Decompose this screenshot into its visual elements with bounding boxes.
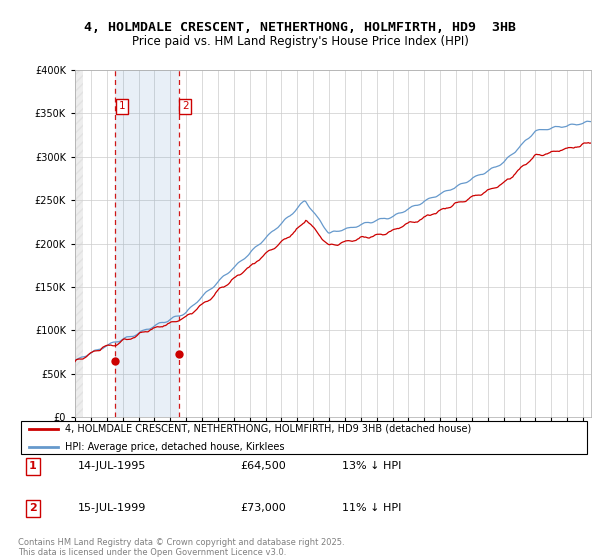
Text: 4, HOLMDALE CRESCENT, NETHERTHONG, HOLMFIRTH, HD9  3HB: 4, HOLMDALE CRESCENT, NETHERTHONG, HOLMF…: [84, 21, 516, 34]
Text: 1: 1: [119, 101, 125, 111]
Text: Contains HM Land Registry data © Crown copyright and database right 2025.
This d: Contains HM Land Registry data © Crown c…: [18, 538, 344, 557]
Text: 11% ↓ HPI: 11% ↓ HPI: [342, 503, 401, 513]
Text: 2: 2: [29, 503, 37, 513]
Bar: [115, 70, 179, 417]
Text: Price paid vs. HM Land Registry's House Price Index (HPI): Price paid vs. HM Land Registry's House …: [131, 35, 469, 48]
Text: 1: 1: [29, 461, 37, 471]
Text: £73,000: £73,000: [240, 503, 286, 513]
Text: £64,500: £64,500: [240, 461, 286, 471]
Text: 13% ↓ HPI: 13% ↓ HPI: [342, 461, 401, 471]
Text: 4, HOLMDALE CRESCENT, NETHERTHONG, HOLMFIRTH, HD9 3HB (detached house): 4, HOLMDALE CRESCENT, NETHERTHONG, HOLMF…: [65, 424, 471, 434]
Bar: [75, 70, 83, 417]
Text: 2: 2: [182, 101, 188, 111]
Text: 15-JUL-1999: 15-JUL-1999: [78, 503, 146, 513]
Text: HPI: Average price, detached house, Kirklees: HPI: Average price, detached house, Kirk…: [65, 442, 284, 452]
FancyBboxPatch shape: [21, 421, 587, 455]
Text: 14-JUL-1995: 14-JUL-1995: [78, 461, 146, 471]
